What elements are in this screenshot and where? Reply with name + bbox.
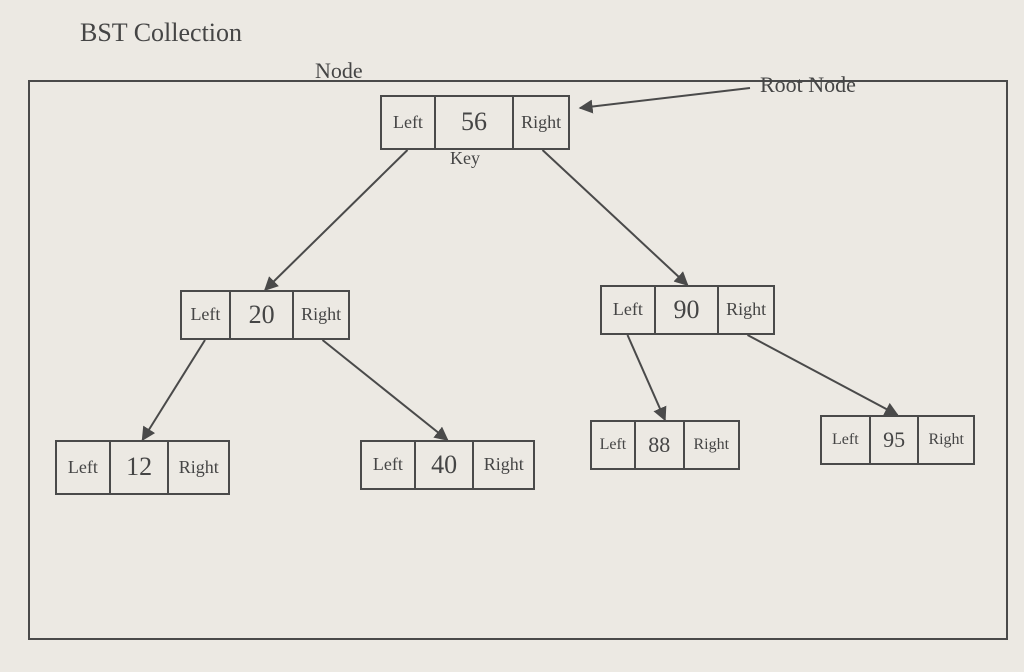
node-label: Node — [315, 58, 363, 84]
node-key-value: 12 — [111, 442, 170, 493]
node-left-pointer: Left — [822, 417, 871, 463]
node-left-pointer: Left — [382, 97, 436, 148]
node-left-pointer: Left — [57, 442, 111, 493]
node-right-pointer: Right — [474, 442, 533, 488]
node-right-pointer: Right — [719, 287, 773, 333]
tree-node-56: Left56Right — [380, 95, 570, 150]
root-node-label: Root Node — [760, 72, 856, 98]
node-right-pointer: Right — [919, 417, 973, 463]
node-key-value: 95 — [871, 417, 920, 463]
key-label: Key — [450, 148, 480, 169]
node-right-pointer: Right — [685, 422, 738, 468]
node-left-pointer: Left — [362, 442, 416, 488]
node-right-pointer: Right — [169, 442, 228, 493]
tree-node-12: Left12Right — [55, 440, 230, 495]
page: BST Collection Node Root Node Key Left56… — [0, 0, 1024, 672]
node-key-value: 20 — [231, 292, 294, 338]
node-left-pointer: Left — [182, 292, 231, 338]
node-left-pointer: Left — [602, 287, 656, 333]
node-right-pointer: Right — [514, 97, 568, 148]
node-key-value: 90 — [656, 287, 720, 333]
tree-node-95: Left95Right — [820, 415, 975, 465]
tree-node-40: Left40Right — [360, 440, 535, 490]
node-key-value: 88 — [636, 422, 685, 468]
diagram-frame — [28, 80, 1008, 640]
tree-node-90: Left90Right — [600, 285, 775, 335]
node-key-value: 40 — [416, 442, 475, 488]
tree-node-88: Left88Right — [590, 420, 740, 470]
tree-node-20: Left20Right — [180, 290, 350, 340]
node-right-pointer: Right — [294, 292, 348, 338]
node-left-pointer: Left — [592, 422, 636, 468]
node-key-value: 56 — [436, 97, 514, 148]
diagram-title: BST Collection — [80, 18, 242, 48]
